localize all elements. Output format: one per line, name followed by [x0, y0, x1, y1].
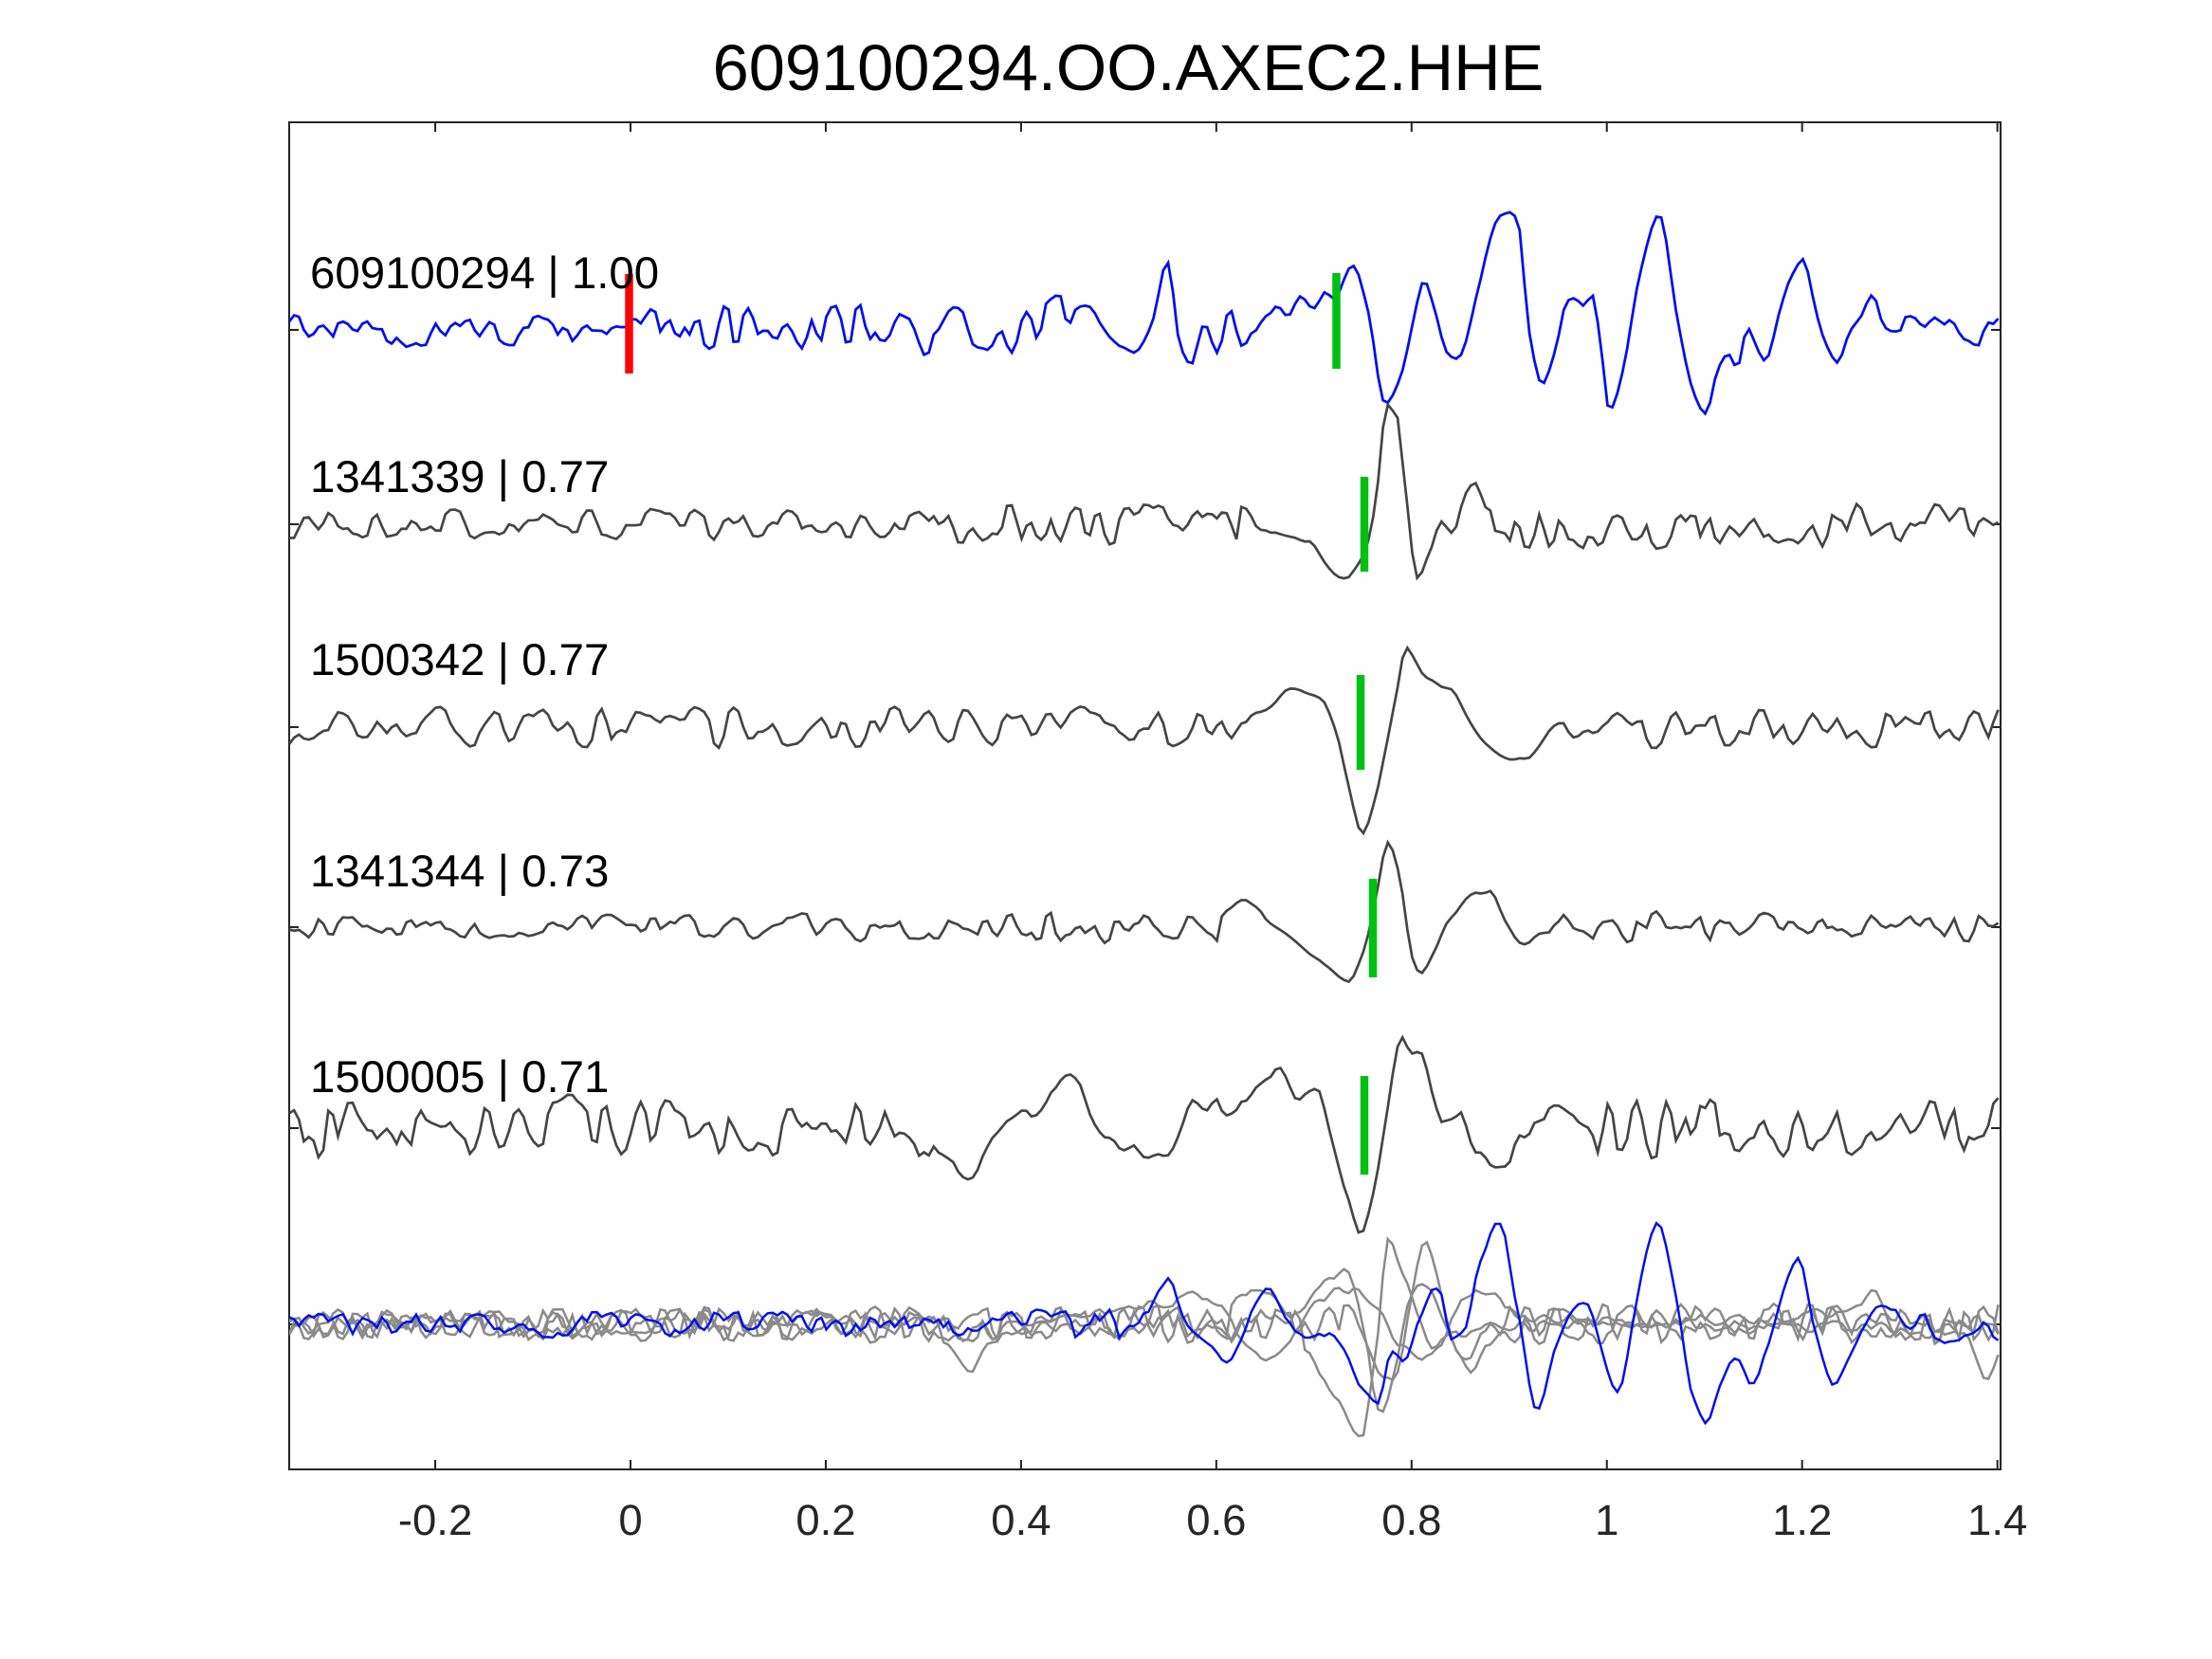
svg-text:609100294.OO.AXEC2.HHE: 609100294.OO.AXEC2.HHE	[713, 31, 1545, 104]
svg-text:609100294 | 1.00: 609100294 | 1.00	[310, 248, 659, 299]
svg-text:0.8: 0.8	[1381, 1496, 1441, 1544]
svg-text:-0.2: -0.2	[398, 1496, 472, 1544]
svg-text:1341344 | 0.73: 1341344 | 0.73	[310, 847, 609, 897]
svg-text:1500342 | 0.77: 1500342 | 0.77	[310, 635, 609, 685]
svg-text:1.4: 1.4	[1967, 1496, 2027, 1544]
svg-text:0.6: 0.6	[1186, 1496, 1246, 1544]
svg-text:1.2: 1.2	[1772, 1496, 1832, 1544]
svg-text:0.2: 0.2	[795, 1496, 855, 1544]
svg-text:0: 0	[618, 1496, 642, 1544]
svg-text:1341339 | 0.77: 1341339 | 0.77	[310, 452, 609, 502]
svg-text:1: 1	[1595, 1496, 1618, 1544]
svg-text:0.4: 0.4	[991, 1496, 1051, 1544]
svg-text:1500005 | 0.71: 1500005 | 0.71	[310, 1052, 609, 1103]
